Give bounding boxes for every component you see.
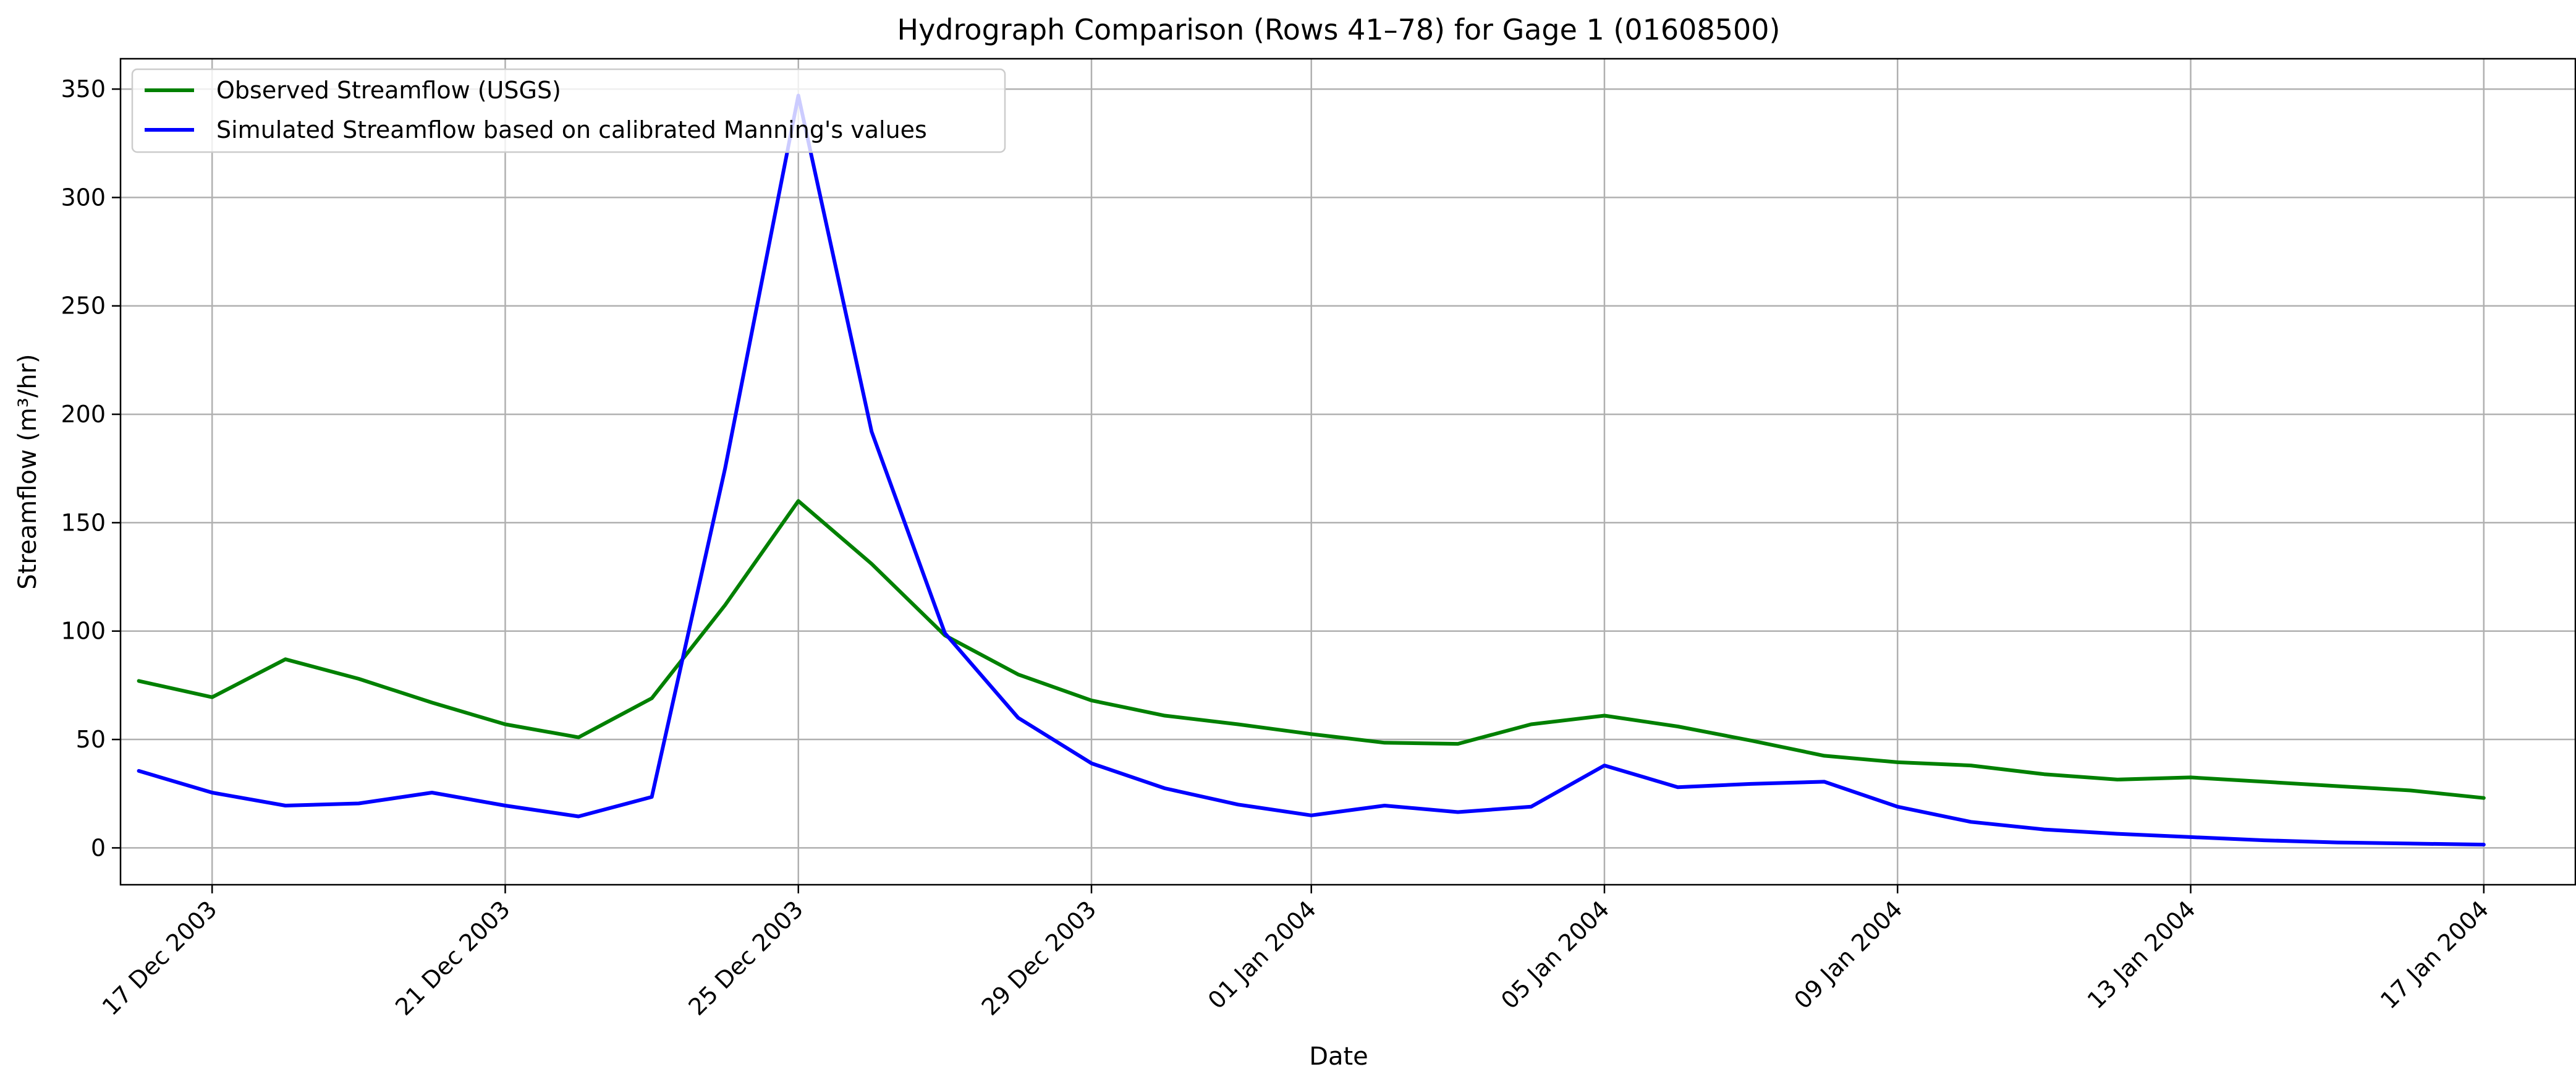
x-axis-label: Date bbox=[1309, 1042, 1368, 1071]
plot-area-frame bbox=[119, 57, 2576, 886]
y-tick-label: 200 bbox=[61, 401, 106, 428]
chart-title: Hydrograph Comparison (Rows 41–78) for G… bbox=[897, 13, 1781, 46]
y-axis-ticks: 0 50 100 150 200 250 300 350 bbox=[61, 75, 121, 861]
y-tick-label: 250 bbox=[61, 292, 106, 320]
y-tick-label: 300 bbox=[61, 184, 106, 211]
series-lines bbox=[137, 93, 2486, 847]
legend: Observed Streamflow (USGS) Simulated Stre… bbox=[131, 68, 1006, 153]
y-tick-label: 150 bbox=[61, 509, 106, 536]
y-axis-label: Streamflow (m³/hr) bbox=[14, 354, 42, 589]
legend-label: Simulated Streamflow based on calibrated… bbox=[216, 116, 927, 143]
series-line-simulated bbox=[137, 93, 2486, 847]
series-line-observed bbox=[137, 499, 2486, 800]
y-tick-label: 50 bbox=[76, 726, 106, 753]
y-tick-label: 350 bbox=[61, 75, 106, 103]
legend-label: Observed Streamflow (USGS) bbox=[216, 77, 561, 104]
y-tick-label: 0 bbox=[91, 834, 106, 861]
legend-box bbox=[131, 68, 1006, 153]
y-tick-label: 100 bbox=[61, 618, 106, 645]
